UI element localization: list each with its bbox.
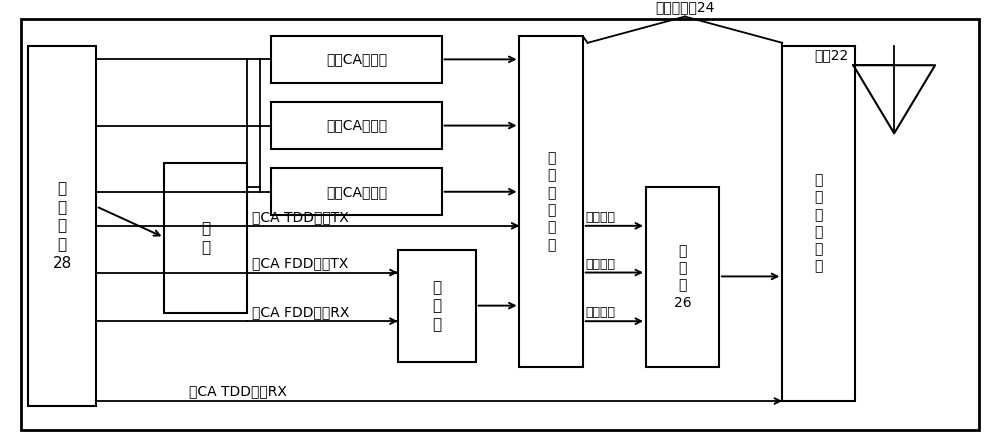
Text: 第
二
天
线
开
关: 第 二 天 线 开 关 bbox=[815, 173, 823, 274]
Text: 第
一
天
线
开
关: 第 一 天 线 开 关 bbox=[547, 151, 555, 252]
Bar bbox=[398, 250, 476, 362]
Text: 功
放: 功 放 bbox=[201, 221, 210, 255]
Text: 射
频
芯
片
28: 射 频 芯 片 28 bbox=[52, 181, 72, 271]
Text: 低频信道: 低频信道 bbox=[586, 306, 616, 319]
Text: 中频CA多工器: 中频CA多工器 bbox=[326, 119, 387, 133]
Text: 天线22: 天线22 bbox=[814, 48, 848, 62]
Bar bbox=[519, 36, 583, 367]
Text: 非CA TDD频段TX: 非CA TDD频段TX bbox=[252, 210, 349, 224]
Text: 双
工
器: 双 工 器 bbox=[432, 280, 441, 332]
Text: 非CA FDD频段RX: 非CA FDD频段RX bbox=[252, 305, 349, 319]
Bar bbox=[646, 187, 719, 367]
Bar bbox=[782, 46, 855, 401]
Bar bbox=[271, 102, 442, 149]
Text: 合
路
器
26: 合 路 器 26 bbox=[674, 244, 691, 310]
Text: 天线开关组24: 天线开关组24 bbox=[656, 0, 715, 14]
Text: 中频信道: 中频信道 bbox=[586, 258, 616, 271]
Bar bbox=[28, 46, 96, 406]
Bar bbox=[271, 168, 442, 215]
Text: 低频CA多工器: 低频CA多工器 bbox=[326, 185, 387, 199]
Text: 高频CA多工器: 高频CA多工器 bbox=[326, 53, 387, 67]
Bar bbox=[164, 162, 247, 314]
Bar bbox=[271, 36, 442, 83]
Text: 非CA FDD频段TX: 非CA FDD频段TX bbox=[252, 257, 348, 271]
Text: 非CA TDD频段RX: 非CA TDD频段RX bbox=[189, 384, 286, 398]
Text: 高频信道: 高频信道 bbox=[586, 211, 616, 224]
